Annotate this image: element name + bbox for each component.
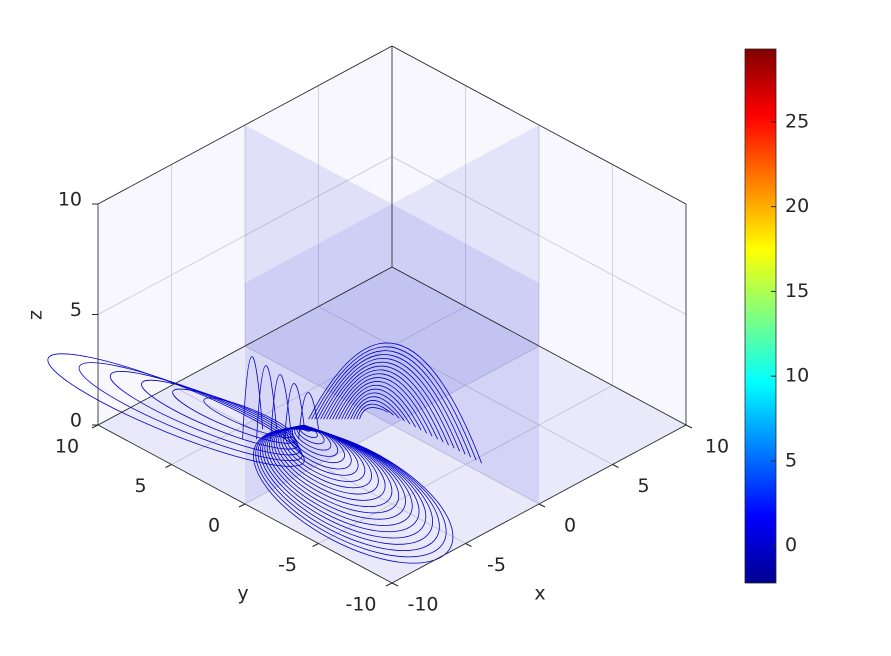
colorbar-tick-label: 0 bbox=[785, 534, 797, 556]
y-tick-label: 0 bbox=[208, 515, 220, 537]
z-tick-label: 0 bbox=[70, 410, 82, 432]
axis-line bbox=[97, 266, 393, 426]
contour-line bbox=[338, 381, 427, 434]
tick-mark bbox=[391, 582, 399, 587]
x-tick-label: 5 bbox=[637, 475, 649, 497]
contours bbox=[47, 342, 482, 564]
y-tick-label: 10 bbox=[55, 436, 79, 458]
contour-line bbox=[353, 400, 400, 420]
contour-line bbox=[308, 342, 482, 464]
slice-plane bbox=[245, 125, 539, 504]
contour-line bbox=[253, 428, 454, 564]
axis-line bbox=[391, 266, 687, 426]
tick-mark bbox=[312, 543, 319, 547]
colorbar-tick-label: 15 bbox=[785, 280, 809, 302]
contour-line bbox=[350, 396, 405, 422]
contour-line bbox=[311, 346, 477, 461]
y-axis-label: y bbox=[237, 583, 248, 605]
contour-line bbox=[78, 362, 303, 461]
contour-line bbox=[323, 361, 455, 449]
tick-mark bbox=[612, 464, 619, 468]
z-tick-label: 5 bbox=[70, 299, 82, 321]
contour-line bbox=[317, 354, 466, 455]
contour-line bbox=[341, 384, 422, 431]
contour-line bbox=[314, 350, 471, 458]
contour-line bbox=[335, 377, 433, 437]
colorbar-tick-label: 25 bbox=[785, 110, 809, 132]
colorbar-tick-label: 10 bbox=[785, 365, 809, 387]
contour-line bbox=[344, 388, 416, 428]
y-tick-label: -10 bbox=[345, 594, 376, 616]
tick-mark bbox=[238, 503, 246, 508]
contour-line bbox=[359, 407, 389, 420]
x-tick-label: 0 bbox=[564, 515, 576, 537]
y-tick-label: 5 bbox=[134, 475, 146, 497]
colorbar-tick-label: 5 bbox=[785, 449, 797, 471]
contour-line bbox=[47, 353, 305, 467]
contour-line bbox=[329, 369, 444, 443]
tick-mark bbox=[465, 543, 472, 547]
contour-line bbox=[284, 383, 305, 440]
contour-line bbox=[332, 373, 438, 440]
contour-line bbox=[256, 365, 277, 440]
colorbar-tick-label: 20 bbox=[785, 195, 809, 217]
contour-line bbox=[320, 358, 460, 452]
x-tick-label: 10 bbox=[705, 436, 729, 458]
x-tick-label: -5 bbox=[487, 554, 506, 576]
contour-line bbox=[172, 388, 296, 444]
axis-line bbox=[391, 45, 687, 205]
grid-line bbox=[318, 385, 613, 544]
y-tick-label: -5 bbox=[278, 554, 297, 576]
slice-plane bbox=[245, 125, 539, 504]
contour-line bbox=[242, 356, 263, 440]
contour-line bbox=[356, 403, 394, 420]
axis-line bbox=[97, 45, 393, 205]
z-axis-label: z bbox=[25, 310, 47, 320]
tick-mark bbox=[165, 464, 172, 468]
contour-line bbox=[270, 374, 291, 440]
contour-line bbox=[298, 392, 319, 440]
tick-mark bbox=[538, 503, 546, 508]
colorbar bbox=[744, 48, 777, 584]
tick-mark bbox=[685, 424, 693, 429]
z-tick-label: 10 bbox=[58, 189, 82, 211]
tick-mark bbox=[385, 582, 393, 587]
x-tick-label: -10 bbox=[407, 594, 438, 616]
grid-line bbox=[244, 345, 540, 505]
contour-line bbox=[347, 392, 411, 425]
x-axis-label: x bbox=[534, 583, 545, 605]
contour-line bbox=[326, 365, 449, 446]
